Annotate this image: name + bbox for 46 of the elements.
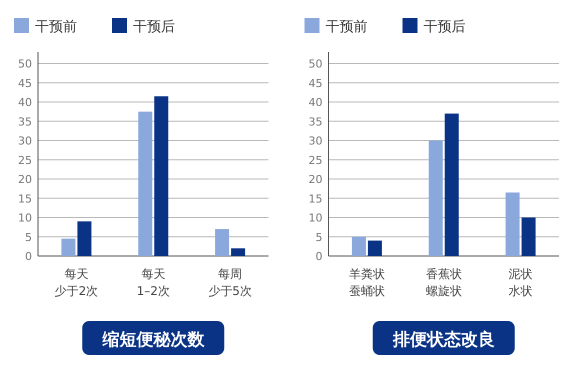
y-tick-label: 25 (308, 154, 322, 167)
x-tick-label: 每天1–2次 (136, 267, 170, 298)
y-tick-label: 10 (308, 212, 322, 225)
legend-label: 干预后 (424, 19, 466, 35)
x-tick-label: 泥状水状 (508, 267, 533, 298)
y-tick-label: 20 (308, 173, 322, 186)
bar (444, 114, 459, 256)
y-tick-label: 30 (18, 134, 32, 148)
bar (428, 140, 443, 256)
x-tick-label: 每天少于2次 (54, 267, 98, 298)
bar (368, 240, 382, 256)
x-tick-label: 香蕉状螺旋状 (426, 267, 462, 298)
bar (215, 229, 230, 256)
text: 排便状态改良 (392, 330, 495, 350)
y-tick-label: 15 (308, 192, 322, 206)
y-tick-label: 50 (18, 58, 32, 71)
x-tick-label: 每周少于5次 (208, 267, 252, 298)
y-tick-label: 25 (18, 154, 32, 167)
text: 缩短便秘次数 (101, 330, 206, 350)
legend-label: 干预前 (35, 19, 77, 35)
bar (522, 218, 536, 256)
bar (61, 238, 76, 256)
y-tick-label: 20 (18, 173, 32, 186)
y-tick-label: 5 (316, 230, 322, 244)
y-tick-label: 35 (18, 115, 32, 128)
y-tick-label: 40 (308, 96, 322, 110)
y-tick-label: 10 (18, 212, 32, 225)
y-tick-label: 5 (25, 230, 32, 244)
bar (154, 96, 168, 256)
bar (138, 112, 152, 256)
y-tick-label: 15 (18, 192, 32, 206)
bar (506, 192, 520, 256)
y-tick-label: 0 (316, 250, 322, 263)
y-tick-label: 0 (25, 250, 32, 263)
legend-label: 干预后 (133, 19, 175, 35)
bar (231, 248, 246, 256)
y-tick-label: 35 (308, 115, 322, 128)
y-tick-label: 45 (308, 76, 322, 90)
x-tick-label: 羊粪状蚕蛹状 (348, 267, 385, 298)
y-tick-label: 50 (308, 58, 322, 71)
y-tick-label: 40 (18, 96, 32, 110)
bar (77, 221, 92, 256)
bar (352, 236, 366, 256)
legend-label: 干预前 (326, 19, 368, 35)
y-tick-label: 45 (18, 76, 32, 90)
y-tick-label: 30 (308, 134, 322, 148)
